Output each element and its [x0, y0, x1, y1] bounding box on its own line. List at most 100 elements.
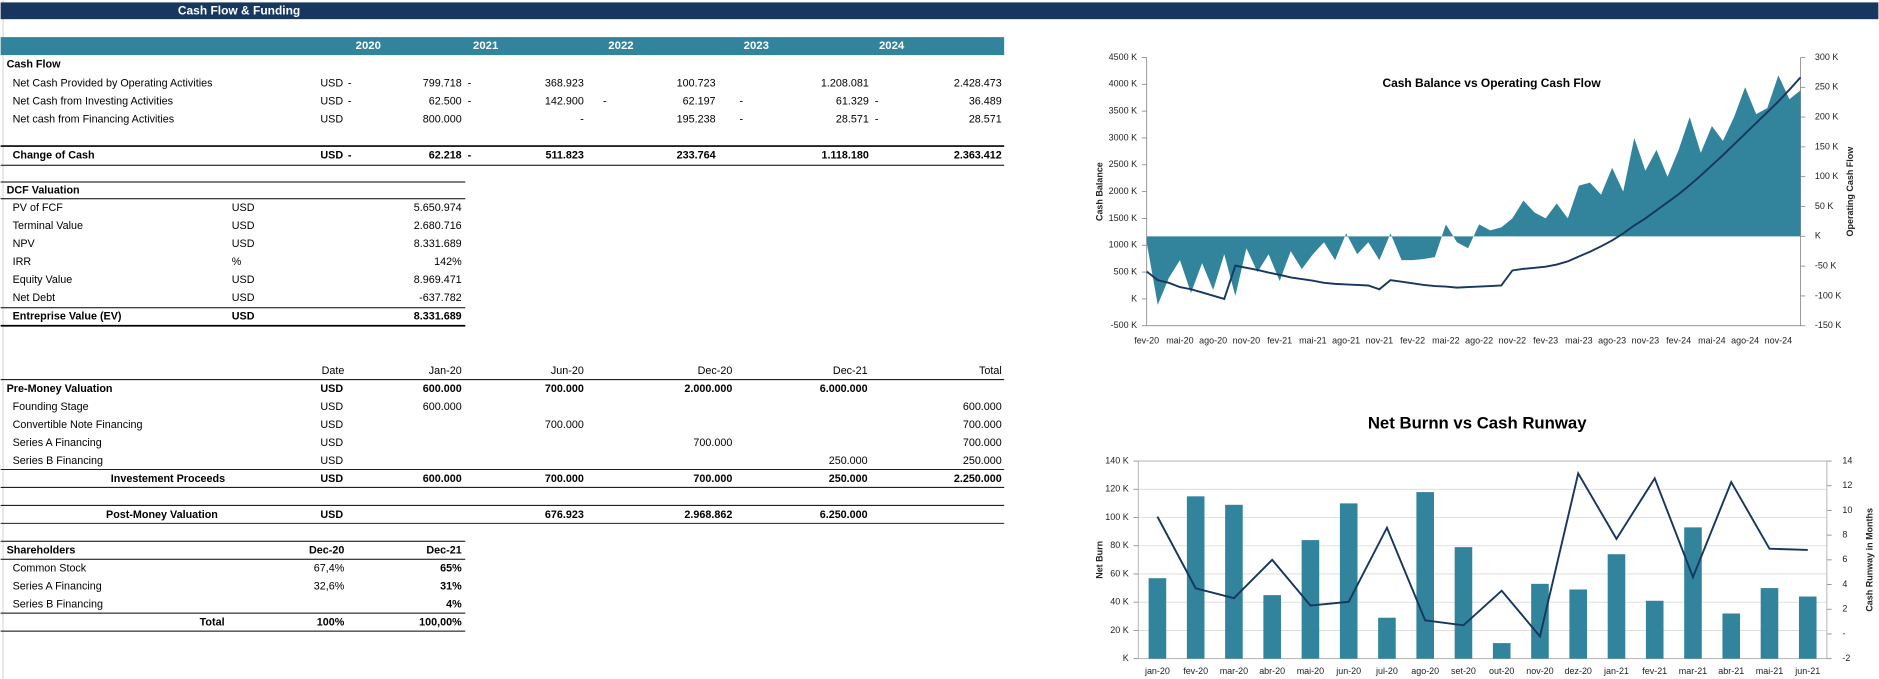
y2-tick-label: 50 K	[1815, 201, 1833, 211]
cell: 2.680.716	[414, 220, 462, 232]
row-label: IRR	[13, 256, 32, 268]
cell: 676.923	[545, 509, 584, 521]
y-tick-label: 1000 K	[1109, 240, 1137, 250]
x-tick-label: set-20	[1451, 666, 1476, 676]
section-title: Cash Flow	[7, 59, 61, 71]
x-tick-label: fev-21	[1642, 666, 1667, 676]
y-tick-label: 100 K	[1105, 512, 1128, 522]
y2-tick-label: -2	[1842, 653, 1850, 663]
chart-title: Cash Balance vs Operating Cash Flow	[1382, 76, 1601, 90]
row-label: Founding Stage	[13, 401, 89, 413]
year-header: 2022	[608, 40, 633, 52]
y-tick-label: K	[1131, 293, 1137, 303]
cell: 700.000	[693, 473, 732, 485]
y2-tick-label: 200 K	[1815, 111, 1838, 121]
year-header-bar	[0, 37, 1005, 56]
cell: 799.718	[423, 78, 462, 90]
y-tick-label: K	[1123, 653, 1129, 663]
year-header: 2020	[356, 40, 381, 52]
cell: USD	[320, 96, 343, 108]
x-tick-label: fev-20	[1134, 336, 1159, 346]
row-label: Series A Financing	[13, 437, 102, 449]
bar	[1492, 643, 1511, 659]
cell: 62.218	[429, 150, 462, 162]
y2-tick-label: 2	[1842, 604, 1847, 614]
y-tick-label: 3000 K	[1109, 132, 1137, 142]
x-tick-label: jan-20	[1144, 666, 1170, 676]
cell: 6.250.000	[820, 509, 868, 521]
cell: 511.823	[546, 150, 584, 162]
cell: -	[603, 96, 607, 108]
x-tick-label: jun-20	[1335, 666, 1361, 676]
cell: 250.000	[829, 473, 868, 485]
y2-tick-label: -150 K	[1815, 320, 1841, 330]
bar	[1645, 600, 1664, 659]
chart-title: Net Burnn vs Cash Runway	[1368, 413, 1587, 432]
cell: 8.331.689	[414, 238, 462, 250]
cell: USD	[320, 419, 343, 431]
line	[1156, 470, 1808, 639]
cell: USD	[320, 455, 343, 467]
row-label: Common Stock	[13, 563, 87, 575]
cell: 600.000	[423, 473, 462, 485]
y-tick-label: 140 K	[1105, 455, 1128, 465]
x-tick-label: nov-20	[1526, 666, 1553, 676]
y2-tick-label: -50 K	[1815, 260, 1836, 270]
cell: 1.208.081	[821, 78, 869, 90]
bar	[1339, 503, 1358, 659]
row-label: Entreprise Value (EV)	[13, 311, 122, 323]
column-header: Date	[322, 365, 345, 377]
row-label: Total	[200, 617, 225, 629]
bar	[1225, 504, 1243, 659]
cell: 700.000	[963, 437, 1002, 449]
cell: 28.571	[836, 114, 869, 126]
cell: 2.000.000	[684, 383, 732, 395]
cell: 700.000	[693, 437, 732, 449]
cell: USD	[232, 292, 255, 304]
year-header: 2021	[473, 40, 498, 52]
x-tick-label: ago-21	[1332, 336, 1360, 346]
y-tick-label: 80 K	[1110, 540, 1128, 550]
cell: USD	[320, 150, 343, 162]
cell: -	[468, 150, 472, 162]
y2-tick-label: 300 K	[1815, 52, 1838, 62]
row-label: Convertible Note Financing	[13, 419, 143, 431]
cell: USD	[320, 78, 343, 90]
x-tick-label: jun-21	[1794, 666, 1820, 676]
row-label: Post-Money Valuation	[106, 509, 218, 521]
cell: 36.489	[969, 96, 1002, 108]
cell: 2.363.412	[954, 150, 1002, 162]
y-tick-label: 500 K	[1114, 266, 1137, 276]
bar	[1454, 547, 1473, 659]
cell: USD	[232, 238, 255, 250]
y2-tick-label: 6	[1842, 554, 1847, 564]
row-label: PV of FCF	[13, 202, 64, 214]
cell: 2.428.473	[954, 78, 1002, 90]
column-header: Dec-20	[309, 545, 344, 557]
cell: 32,6%	[314, 581, 345, 593]
cell: 8.331.689	[414, 311, 462, 323]
cell: 8.969.471	[414, 274, 462, 286]
x-tick-label: mai-23	[1565, 336, 1592, 346]
x-tick-label: mai-20	[1297, 666, 1324, 676]
cell: -	[348, 78, 352, 90]
x-tick-label: mar-21	[1679, 666, 1707, 676]
x-tick-label: out-20	[1489, 666, 1514, 676]
x-tick-label: ago-23	[1598, 336, 1626, 346]
y2-tick-label: 100 K	[1815, 171, 1838, 181]
cell: 368.923	[545, 78, 584, 90]
cell: 250.000	[829, 455, 868, 467]
row-label: Series B Financing	[13, 599, 103, 611]
x-tick-label: nov-24	[1765, 336, 1792, 346]
cell: 600.000	[423, 383, 462, 395]
cell: -	[348, 96, 352, 108]
row-label: Net Cash from Investing Activities	[13, 96, 173, 108]
bar	[1569, 589, 1588, 659]
cell: 800.000	[423, 114, 462, 126]
cell: 31%	[440, 581, 462, 593]
cell: 28.571	[969, 114, 1002, 126]
column-header: Total	[979, 365, 1002, 377]
cell: 62.197	[683, 96, 716, 108]
